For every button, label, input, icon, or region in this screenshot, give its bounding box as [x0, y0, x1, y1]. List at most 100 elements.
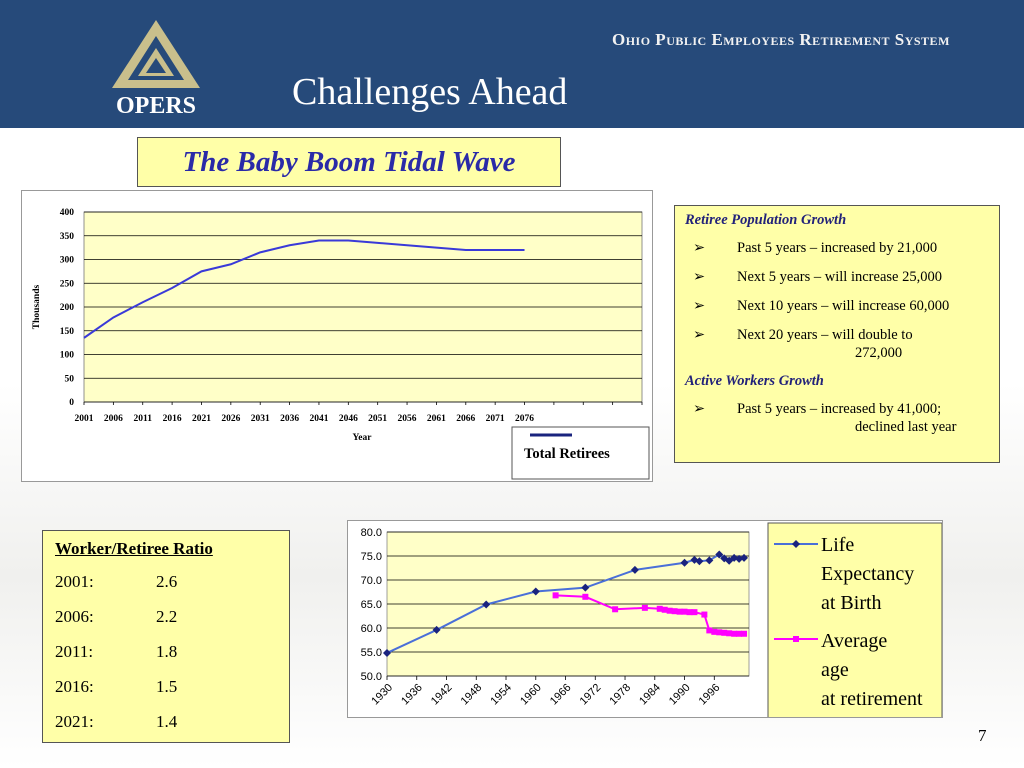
ratio-row: 2011: 1.8 [55, 642, 277, 677]
info-item: ➢ Past 5 years – increased by 41,000; decl… [683, 400, 991, 436]
bullet-arrow-icon: ➢ [693, 327, 706, 343]
x-tick-label: 1954 [488, 682, 514, 708]
x-axis-label: Year [353, 433, 373, 443]
x-tick-label: 1936 [399, 682, 425, 708]
life-expectancy-point [705, 556, 714, 565]
x-tick-label: 1978 [607, 682, 633, 708]
info-box: Retiree Population Growth ➢ Past 5 years … [674, 205, 1000, 463]
retirees-chart-frame: 0 50 100 150 200 250 300 350 400 2001 2006 2011 2016… [21, 190, 653, 482]
retirees-chart: 0 50 100 150 200 250 300 350 400 2001 2006 2011 2016… [32, 208, 650, 480]
x-tick-label: 2041 [309, 414, 328, 424]
y-tick-label: 400 [60, 208, 75, 218]
x-tick-label: 2026 [221, 414, 240, 424]
subtitle-box: The Baby Boom Tidal Wave [137, 137, 561, 187]
x-tick-label: 2046 [339, 414, 358, 424]
retirement-age-point [711, 628, 718, 635]
ratio-year: 2006: [55, 607, 94, 626]
life-expectancy-point [432, 625, 441, 634]
info-item-text: Next 10 years – will increase 60,000 [737, 298, 950, 314]
y-tick-label: 60.0 [361, 623, 382, 635]
x-tick-label: 1930 [369, 682, 395, 708]
x-tick-label: 1990 [667, 682, 693, 708]
legend: Total Retirees [511, 426, 650, 480]
info-heading-active-workers: Active Workers Growth [685, 373, 824, 389]
y-tick-label: 150 [60, 327, 75, 337]
ratio-year: 2016: [55, 677, 94, 696]
x-tick-label: 2031 [251, 414, 270, 424]
ratio-year: 2021: [55, 712, 94, 731]
ratio-row: 2001: 2.6 [55, 572, 277, 607]
life-expectancy-point [482, 600, 491, 609]
bullet-arrow-icon: ➢ [693, 240, 706, 256]
x-tick-label: 1972 [578, 682, 604, 708]
x-tick-label: 2021 [192, 414, 211, 424]
ratio-row: 2016: 1.5 [55, 677, 277, 712]
ratio-row: 2006: 2.2 [55, 607, 277, 642]
y-tick-label: 70.0 [361, 575, 382, 587]
info-item-text: Next 5 years – will increase 25,000 [737, 269, 942, 285]
life-expectancy-point [740, 553, 749, 562]
x-tick-label: 2061 [427, 414, 446, 424]
life-expectancy-point [680, 558, 689, 567]
info-item-continuation: 272,000 [855, 345, 903, 361]
info-heading-retiree-growth: Retiree Population Growth [685, 212, 847, 228]
info-item: ➢ Next 5 years – will increase 25,000 [683, 268, 991, 286]
ratio-value: 1.5 [156, 677, 178, 696]
bullet-arrow-icon: ➢ [693, 298, 706, 314]
legend-label: Average [821, 630, 887, 652]
x-tick-label: 2011 [133, 414, 152, 424]
ratio-list: 2001: 2.6 2006: 2.2 2011: 1.8 2016: 1.5 2021: 1.4 [55, 572, 277, 747]
legend-box [767, 522, 943, 720]
life-expectancy-point [531, 587, 540, 596]
legend-box [511, 426, 650, 480]
header-bar: OPERS Ohio Public Employees Retirement S… [0, 0, 1024, 128]
retirement-age-point [552, 592, 559, 599]
x-tick-label: 1960 [518, 682, 544, 708]
logo-text: OPERS [116, 93, 196, 118]
x-tick-label: 1966 [548, 682, 574, 708]
life-expectancy-chart: 50.0 55.0 60.0 65.0 70.0 75.0 80.0 1930 1936 1942… [361, 522, 943, 720]
series-line-total-retirees [83, 239, 525, 339]
life-expectancy-point [383, 648, 391, 657]
ratio-value: 1.8 [156, 642, 178, 661]
y-tick-label: 65.0 [361, 599, 382, 611]
opers-logo: OPERS [112, 20, 200, 118]
retirement-age-point [686, 609, 693, 616]
legend-swatch-square [793, 636, 799, 642]
retirement-age-point [716, 629, 723, 636]
x-tick-label: 2056 [398, 414, 417, 424]
legend-swatch-diamond [792, 540, 800, 548]
bullet-arrow-icon: ➢ [693, 401, 706, 417]
y-tick-label: 75.0 [361, 551, 382, 563]
x-tick-label: 2076 [515, 414, 534, 424]
y-tick-label: 350 [60, 232, 75, 242]
retirement-age-point [661, 606, 668, 613]
retirement-age-point [671, 608, 678, 615]
retirement-age-point [701, 611, 708, 618]
info-item: ➢ Next 20 years – will double to 272,000 [683, 326, 991, 362]
legend-label: Total Retirees [524, 446, 610, 462]
y-tick-label: 250 [60, 279, 75, 289]
y-tick-label: 55.0 [361, 647, 382, 659]
info-list-retiree-growth: ➢ Past 5 years – increased by 21,000 ➢ Next… [683, 239, 991, 362]
life-expectancy-point [630, 565, 639, 574]
y-tick-label: 100 [60, 351, 75, 361]
x-tick-label: 2051 [368, 414, 387, 424]
retirement-age-point [726, 630, 733, 637]
x-tick-label: 1948 [459, 682, 485, 708]
bullet-arrow-icon: ➢ [693, 269, 706, 285]
info-item: ➢ Next 10 years – will increase 60,000 [683, 297, 991, 315]
org-name: Ohio Public Employees Retirement System [612, 30, 950, 49]
legend-label: Expectancy [821, 563, 914, 585]
retirement-age-point [706, 627, 713, 634]
x-tick-label: 2006 [104, 414, 123, 424]
x-tick-label: 2016 [163, 414, 182, 424]
y-axis-label: Thousands [32, 285, 42, 330]
y-tick-label: 300 [60, 256, 75, 266]
retirement-age-point [656, 605, 663, 612]
x-tick-label: 1996 [697, 682, 723, 708]
retirement-age-point [731, 630, 738, 637]
y-tick-label: 200 [60, 303, 75, 313]
slide-title: Challenges Ahead [292, 71, 568, 113]
x-tick-label: 2066 [456, 414, 475, 424]
